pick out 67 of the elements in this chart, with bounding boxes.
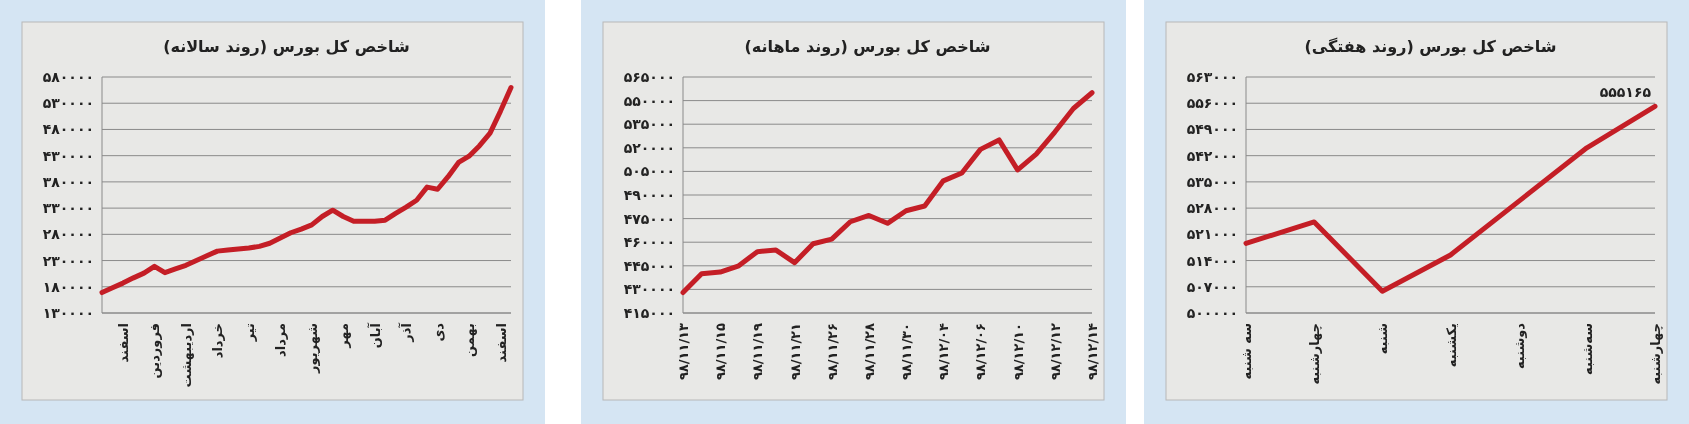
x-tick-label: آذر	[398, 322, 415, 343]
y-tick-label: ۲۸۰۰۰۰	[42, 226, 94, 243]
x-tick-label: بهمن	[462, 323, 478, 357]
y-tick-label: ۵۳۰۰۰۰	[42, 95, 94, 112]
y-tick-label: ۴۶۰۰۰۰	[623, 234, 675, 251]
chart-title: شاخص کل بورس (روند هفتگی)	[1304, 37, 1557, 56]
x-tick-label: ۹۸/۱۱/۳۰	[899, 323, 915, 381]
x-tick-label: اسفند	[115, 323, 131, 363]
chart-title: شاخص کل بورس (روند ماهانه)	[744, 37, 991, 56]
x-tick-label: سه‌شنبه	[1579, 323, 1595, 375]
chart-title: شاخص کل بورس (روند سالانه)	[163, 37, 410, 56]
x-tick-label: ۹۸/۱۱/۲۱	[787, 323, 803, 381]
y-tick-label: ۴۳۰۰۰۰	[42, 147, 94, 164]
x-tick-label: مرداد	[273, 323, 289, 357]
x-tick-label: یکشنبه	[1443, 323, 1459, 368]
y-tick-label: ۴۱۵۰۰۰	[623, 305, 675, 321]
y-tick-label: ۴۷۵۰۰۰	[623, 210, 675, 227]
y-tick-label: ۵۵۰۰۰۰	[623, 92, 675, 109]
y-tick-label: ۵۲۸۰۰۰	[1186, 200, 1238, 217]
x-tick-label: اسفند	[493, 323, 509, 363]
y-tick-label: ۵۳۵۰۰۰	[623, 116, 675, 133]
y-tick-label: ۵۶۳۰۰۰	[1186, 69, 1238, 85]
y-tick-label: ۴۸۰۰۰۰	[42, 121, 94, 138]
y-tick-label: ۵۰۵۰۰۰	[623, 163, 675, 180]
y-tick-label: ۵۸۰۰۰۰	[42, 69, 94, 85]
x-tick-label: مهر	[336, 323, 352, 349]
x-tick-label: ۹۸/۱۲/۱۲	[1047, 322, 1063, 381]
y-tick-label: ۱۸۰۰۰۰	[42, 278, 94, 295]
x-tick-label: چهارشنبه	[1648, 323, 1663, 385]
x-tick-label: ۹۸/۱۱/۱۵	[713, 322, 729, 381]
x-tick-label: ۹۸/۱۲/۰۶	[973, 323, 989, 381]
x-tick-label: شنبه	[1375, 323, 1391, 355]
y-tick-label: ۳۳۰۰۰۰	[42, 200, 94, 217]
x-tick-label: سه شنبه	[1239, 323, 1254, 380]
y-tick-label: ۵۴۹۰۰۰	[1186, 121, 1238, 138]
y-tick-label: ۵۰۷۰۰۰	[1186, 278, 1238, 295]
x-tick-label: اردیبهشت	[178, 323, 194, 388]
x-tick-label: ۹۸/۱۱/۱۹	[750, 322, 766, 381]
x-tick-label: فروردین	[147, 323, 163, 379]
y-tick-label: ۵۲۰۰۰۰	[623, 139, 675, 156]
x-tick-label: آبان	[366, 322, 383, 349]
x-tick-label: ۹۸/۱۲/۱۴	[1085, 322, 1100, 381]
x-tick-label: دوشنبه	[1511, 322, 1527, 370]
x-tick-label: دی	[430, 322, 446, 342]
x-tick-label: ۹۸/۱۲/۰۴	[936, 322, 952, 381]
x-tick-label: خرداد	[210, 323, 226, 359]
y-tick-label: ۱۳۰۰۰۰	[42, 305, 94, 321]
y-tick-label: ۴۹۰۰۰۰	[623, 187, 675, 203]
y-tick-label: ۲۳۰۰۰۰	[42, 252, 94, 269]
y-tick-label: ۳۸۰۰۰۰	[42, 173, 94, 190]
x-tick-label: چهارشنبه	[1307, 323, 1323, 385]
y-tick-label: ۴۴۵۰۰۰	[623, 257, 675, 274]
x-tick-label: ۹۸/۱۱/۱۳	[676, 322, 691, 381]
y-tick-label: ۵۴۲۰۰۰	[1186, 147, 1238, 164]
annotation: ۵۵۵۱۶۵	[1599, 84, 1652, 100]
y-tick-label: ۵۳۵۰۰۰	[1186, 173, 1238, 190]
x-tick-label: تیر	[241, 323, 257, 343]
y-tick-label: ۵۱۴۰۰۰	[1186, 252, 1238, 269]
x-tick-label: شهریور	[304, 323, 320, 374]
y-tick-label: ۵۰۰۰۰۰	[1186, 305, 1238, 321]
y-tick-label: ۴۳۰۰۰۰	[623, 281, 675, 298]
x-tick-label: ۹۸/۱۲/۱۰	[1010, 323, 1026, 381]
x-tick-label: ۹۸/۱۱/۲۶	[824, 323, 840, 381]
x-tick-label: ۹۸/۱۱/۲۸	[861, 322, 877, 381]
y-tick-label: ۵۵۶۰۰۰	[1186, 95, 1238, 112]
y-tick-label: ۵۲۱۰۰۰	[1186, 226, 1238, 243]
y-tick-label: ۵۶۵۰۰۰	[623, 69, 675, 85]
